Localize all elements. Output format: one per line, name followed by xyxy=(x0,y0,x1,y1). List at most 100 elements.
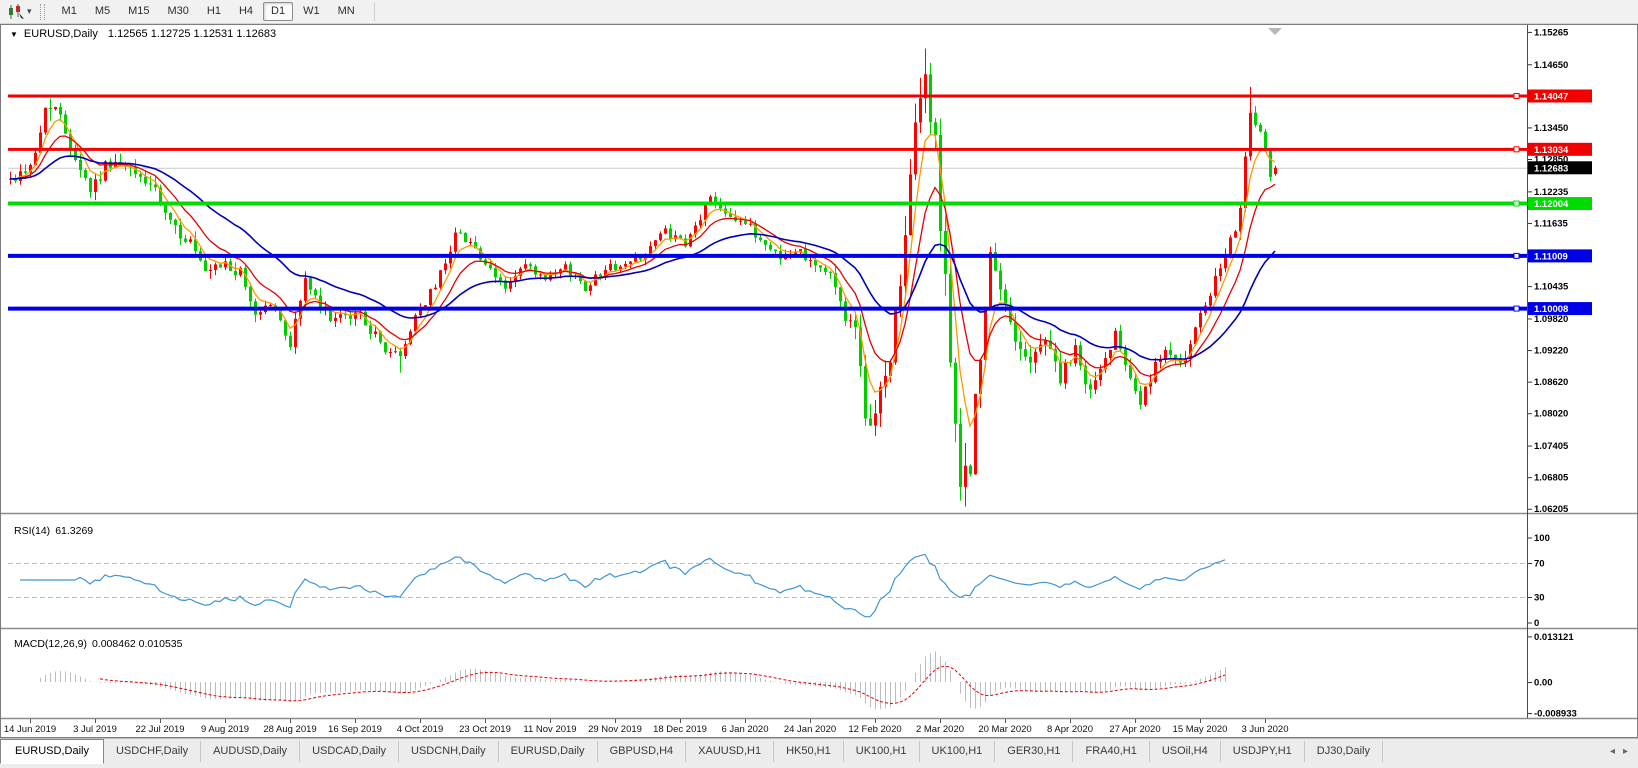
price-level-label: 1.11009 xyxy=(1534,251,1568,262)
price-level-label: 1.10008 xyxy=(1534,304,1568,315)
candle xyxy=(1264,128,1267,150)
candle xyxy=(394,345,397,354)
chart-tab-3-usdcad-daily[interactable]: USDCAD,Daily xyxy=(300,741,400,762)
candle xyxy=(234,262,237,281)
tab-scroll-right-icon[interactable]: ▸ xyxy=(1622,746,1628,757)
timeframe-button-m5[interactable]: M5 xyxy=(94,5,111,17)
timeframe-button-m15[interactable]: M15 xyxy=(128,5,150,17)
price-tick-label: 1.09820 xyxy=(1534,314,1568,325)
price-tick-label: 1.11635 xyxy=(1534,218,1569,229)
candle xyxy=(919,77,922,134)
chart-tab-9-uk100-h1[interactable]: UK100,H1 xyxy=(844,741,920,762)
chart-tab-14-usdjpy-h1[interactable]: USDJPY,H1 xyxy=(1221,741,1305,762)
date-tick-label: 14 Jun 2019 xyxy=(4,724,56,735)
price-tick-label: 1.10435 xyxy=(1534,282,1569,293)
rsi-axis-label: 70 xyxy=(1534,559,1545,570)
candle xyxy=(99,170,102,185)
candle xyxy=(1064,359,1067,389)
rsi-axis-label: 30 xyxy=(1534,593,1545,604)
chart-type-dropdown-caret-icon[interactable]: ▾ xyxy=(27,6,32,16)
candle xyxy=(1054,342,1057,373)
level-endpoint-marker[interactable] xyxy=(1513,305,1520,312)
candle xyxy=(1199,309,1202,334)
candle xyxy=(1019,330,1022,361)
chart-tab-6-gbpusd-h4[interactable]: GBPUSD,H4 xyxy=(598,741,687,762)
toolbar-grip-handle[interactable] xyxy=(39,3,45,20)
chart-tab-2-audusd-daily[interactable]: AUDUSD,Daily xyxy=(201,741,301,762)
candle xyxy=(1134,372,1137,395)
candle xyxy=(284,319,287,341)
candle xyxy=(689,232,692,248)
date-tick-label: 22 Jul 2019 xyxy=(135,724,184,735)
candle xyxy=(759,234,762,242)
level-endpoint-marker[interactable] xyxy=(1513,200,1520,207)
timeframe-button-d1[interactable]: D1 xyxy=(263,2,294,21)
candle xyxy=(674,230,677,243)
chart-tab-4-usdcnh-daily[interactable]: USDCNH,Daily xyxy=(399,741,499,762)
rsi-line xyxy=(20,553,1226,618)
timeframe-button-w1[interactable]: W1 xyxy=(303,5,320,17)
date-tick-label: 9 Aug 2019 xyxy=(201,724,249,735)
date-tick-label: 6 Jan 2020 xyxy=(721,724,768,735)
candle xyxy=(849,313,852,328)
timeframe-button-mn[interactable]: MN xyxy=(337,5,355,17)
level-endpoint-marker[interactable] xyxy=(1513,146,1520,153)
main-price-panel xyxy=(8,28,1527,507)
candle xyxy=(974,393,977,475)
price-tick-label: 1.08620 xyxy=(1534,377,1568,388)
candle xyxy=(629,261,632,269)
candle xyxy=(959,408,962,501)
chart-tab-13-usoil-h4[interactable]: USOil,H4 xyxy=(1150,741,1221,762)
price-axis: 1.15265 1.14650 1.13450 1.12850 1.12235 1.116… xyxy=(1,25,1637,720)
candle xyxy=(854,312,857,340)
timeframe-button-m30[interactable]: M30 xyxy=(167,5,189,17)
price-tick-label: 1.09220 xyxy=(1534,346,1568,357)
date-tick-label: 8 Apr 2020 xyxy=(1047,724,1093,735)
chart-tab-1-usdchf-daily[interactable]: USDCHF,Daily xyxy=(104,741,202,762)
price-tick-label: 1.08020 xyxy=(1534,409,1568,420)
candlestick-chart-icon[interactable] xyxy=(6,3,26,21)
chart-tab-12-fra40-h1[interactable]: FRA40,H1 xyxy=(1073,741,1150,762)
candle xyxy=(939,118,942,252)
chart-tab-11-ger30-h1[interactable]: GER30,H1 xyxy=(995,741,1074,762)
moving-average-11 xyxy=(9,135,1276,377)
chart-canvas[interactable]: 1.15265 1.14650 1.13450 1.12850 1.12235 1.116… xyxy=(0,24,1638,738)
date-tick-label: 11 Nov 2019 xyxy=(523,724,576,735)
date-tick-label: 24 Jan 2020 xyxy=(784,724,836,735)
candle xyxy=(59,102,62,122)
level-endpoint-marker[interactable] xyxy=(1513,252,1520,259)
date-tick-label: 16 Sep 2019 xyxy=(328,724,382,735)
candle xyxy=(1024,341,1027,361)
candle xyxy=(184,234,187,244)
date-tick-label: 27 Apr 2020 xyxy=(1109,724,1160,735)
candle xyxy=(444,258,447,274)
date-tick-label: 29 Nov 2019 xyxy=(588,724,642,735)
chart-tab-0-eurusd-daily[interactable]: EURUSD,Daily xyxy=(0,739,104,764)
chart-tab-15-dj30-daily[interactable]: DJ30,Daily xyxy=(1305,741,1383,762)
chart-tab-8-hk50-h1[interactable]: HK50,H1 xyxy=(774,741,844,762)
candle xyxy=(1169,342,1172,360)
chart-tab-7-xauusd-h1[interactable]: XAUUSD,H1 xyxy=(686,741,775,762)
candle xyxy=(1034,347,1037,374)
candle xyxy=(1029,345,1032,374)
candle xyxy=(389,347,392,358)
candle xyxy=(619,265,622,272)
macd-axis-label: -0.008933 xyxy=(1534,709,1577,720)
level-endpoint-marker[interactable] xyxy=(1513,93,1520,99)
tab-scroll-left-icon[interactable]: ◂ xyxy=(1609,746,1615,757)
timeframe-button-h1[interactable]: H1 xyxy=(206,5,221,17)
candle xyxy=(154,176,157,192)
macd-histogram xyxy=(40,651,1226,710)
candle xyxy=(1224,248,1227,273)
candle xyxy=(984,306,987,367)
timeframe-button-m1[interactable]: M1 xyxy=(61,5,77,17)
timeframe-button-h4[interactable]: H4 xyxy=(238,5,254,17)
date-tick-label: 3 Jul 2019 xyxy=(73,724,117,735)
chart-shift-marker-icon[interactable] xyxy=(1268,28,1282,35)
chart-tab-5-eurusd-daily[interactable]: EURUSD,Daily xyxy=(499,741,598,762)
chart-tab-10-uk100-h1[interactable]: UK100,H1 xyxy=(920,741,996,762)
candle xyxy=(1089,378,1092,399)
candle xyxy=(54,106,57,111)
candle xyxy=(189,236,192,244)
price-level-label: 1.12004 xyxy=(1534,199,1569,210)
